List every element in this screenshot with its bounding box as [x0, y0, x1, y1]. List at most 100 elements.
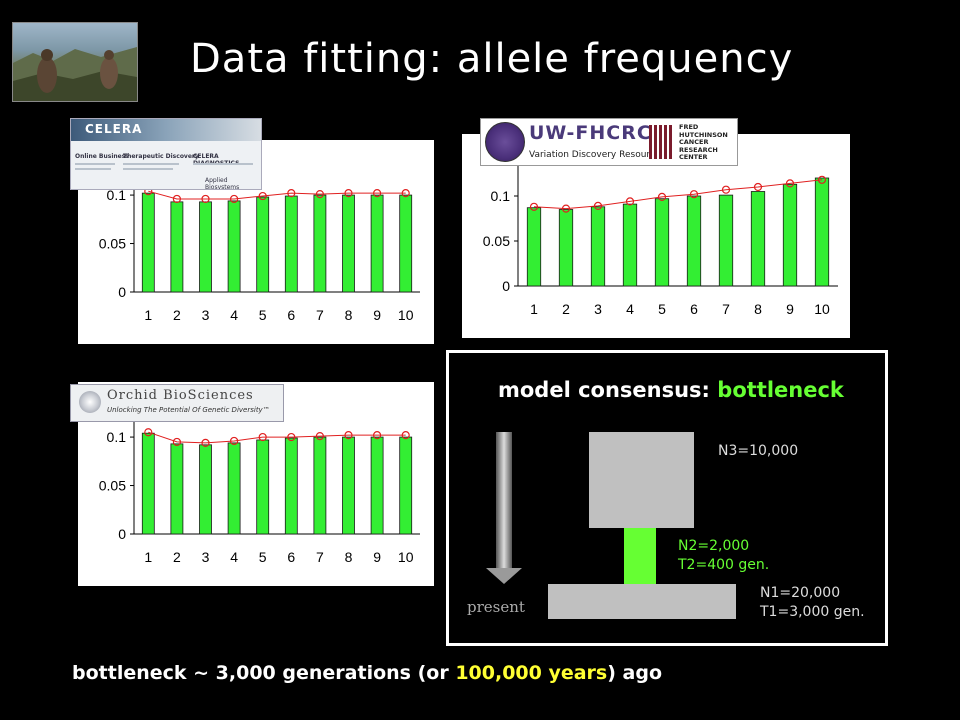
chart-x-tick-label: 7 [722, 301, 730, 317]
chart-x-tick-label: 8 [345, 307, 353, 323]
fh-line: CENTER [679, 153, 708, 161]
celera-banner [71, 119, 261, 141]
chart-x-tick-label: 3 [202, 549, 210, 565]
chart-x-tick-label: 5 [658, 301, 666, 317]
chart-x-tick-label: 9 [373, 307, 381, 323]
chart-fit-point [315, 190, 324, 199]
chart-bar [622, 203, 638, 287]
label-n3: N3=10,000 [718, 443, 799, 459]
fred-hutchinson-text: FRED HUTCHINSON CANCER RESEARCH CENTER [679, 123, 728, 162]
chart-x-tick-label: 2 [562, 301, 570, 317]
chart-fit-point [373, 431, 382, 440]
chart-fit-point [401, 431, 410, 440]
chart-fit-point [315, 432, 324, 441]
chart-bar [370, 194, 384, 293]
chart-bar [342, 436, 355, 535]
chart-bar [284, 437, 298, 535]
hominid-landscape-art [13, 47, 137, 101]
chart-x-tick-label: 4 [230, 307, 238, 323]
chart-panel-uw: 0 0.05 0.1 1 2 3 4 5 6 7 8 9 10 [462, 134, 850, 338]
chart-fit-point [287, 432, 296, 442]
chart-x-tick-label: 2 [173, 549, 181, 565]
chart-x-tick-label: 1 [530, 301, 538, 317]
orchid-mark-icon [79, 391, 101, 413]
chart-x-tick-label: 10 [398, 307, 414, 323]
chart-fit-point [657, 192, 667, 202]
chart-bar [370, 436, 384, 535]
chart-bar [313, 194, 327, 293]
chart-bar [227, 442, 241, 535]
chart-bar [342, 194, 355, 293]
chart-bar [686, 195, 702, 287]
chart-bar [782, 183, 798, 287]
chart-x-tick-label: 6 [287, 307, 295, 323]
present-label: present [467, 598, 525, 616]
chart-fit-point [593, 201, 603, 211]
chart-fit-point [689, 190, 699, 199]
celera-text-line [75, 168, 111, 170]
chart-x-tick-label: 10 [814, 301, 830, 317]
chart-bar [256, 439, 270, 535]
chart-fit-point [230, 436, 239, 446]
chart-fit-line [148, 190, 406, 200]
chart-y-tick-label: 0.1 [107, 429, 127, 445]
celera-text-line [75, 163, 115, 165]
chart-x-tick-label: 3 [202, 307, 210, 323]
allele-frequency-chart-orchid: 0 0.05 0.1 1 2 3 4 5 6 7 8 9 10 [99, 398, 420, 565]
time-arrow-shaft [496, 432, 512, 570]
orchid-biosciences-logo: Orchid BioSciences Unlocking The Potenti… [70, 384, 284, 422]
fh-line: CANCER [679, 138, 709, 146]
celera-logo: CELERA Online Business Therapeutic Disco… [70, 118, 262, 190]
chart-fit-point [625, 197, 635, 206]
chart-fit-point [529, 202, 539, 211]
orchid-name: Orchid BioSciences [107, 388, 254, 403]
celera-logo-text: CELERA [85, 122, 143, 136]
chart-bar [199, 201, 212, 293]
model-title-highlight: bottleneck [717, 378, 844, 402]
chart-x-tick-label: 10 [398, 549, 414, 565]
chart-x-tick-label: 1 [144, 307, 152, 323]
chart-bar [227, 200, 241, 293]
chart-x-tick-label: 7 [316, 307, 324, 323]
label-n2: N2=2,000 [678, 538, 750, 554]
chart-bar [170, 201, 184, 293]
chart-bar [141, 432, 155, 535]
chart-y-tick-label: 0 [118, 284, 126, 300]
celera-text-line [123, 163, 179, 165]
chart-fit-line [533, 179, 823, 210]
chart-bar [170, 443, 184, 535]
allele-frequency-chart-uw: 0 0.05 0.1 1 2 3 4 5 6 7 8 9 10 [483, 150, 838, 317]
chart-fit-point [373, 189, 382, 198]
chart-fit-point [287, 189, 296, 198]
population-n2-bottleneck-block [624, 528, 656, 584]
celera-text-line [193, 163, 253, 165]
chart-fit-point [401, 189, 410, 198]
uw-fhcrc-logo: UW-FHCRC Variation Discovery Resource FR… [480, 118, 738, 166]
chart-fit-point [230, 194, 239, 204]
chart-fit-point [561, 204, 571, 213]
chart-x-tick-label: 6 [287, 549, 295, 565]
chart-x-tick-label: 9 [786, 301, 794, 317]
chart-bar [590, 206, 606, 287]
chart-fit-point [258, 191, 267, 201]
chart-x-tick-label: 9 [373, 549, 381, 565]
chart-x-tick-label: 5 [259, 307, 267, 323]
chart-bar [284, 195, 298, 293]
celera-text-line [123, 168, 173, 170]
fred-hutchinson-mark-icon [649, 125, 673, 159]
orchid-tagline: Unlocking The Potential Of Genetic Diver… [107, 406, 270, 414]
chart-x-tick-label: 8 [345, 549, 353, 565]
chart-bar [399, 436, 413, 535]
chart-bar [399, 194, 413, 293]
bottom-suffix: ) ago [607, 662, 663, 684]
chart-fit-point [258, 432, 267, 442]
chart-fit-point [344, 189, 353, 198]
chart-y-tick-label: 0.1 [107, 187, 127, 203]
bottom-highlight: 100,000 years [455, 662, 608, 684]
chart-y-tick-label: 0.05 [99, 478, 126, 494]
fh-line: RESEARCH [679, 145, 718, 154]
chart-fit-point [721, 185, 731, 194]
allele-frequency-chart-celera: 0 0.05 0.1 1 2 3 4 5 6 7 8 9 10 [99, 156, 420, 323]
chart-x-tick-label: 6 [690, 301, 698, 317]
chart-x-tick-label: 1 [144, 549, 152, 565]
